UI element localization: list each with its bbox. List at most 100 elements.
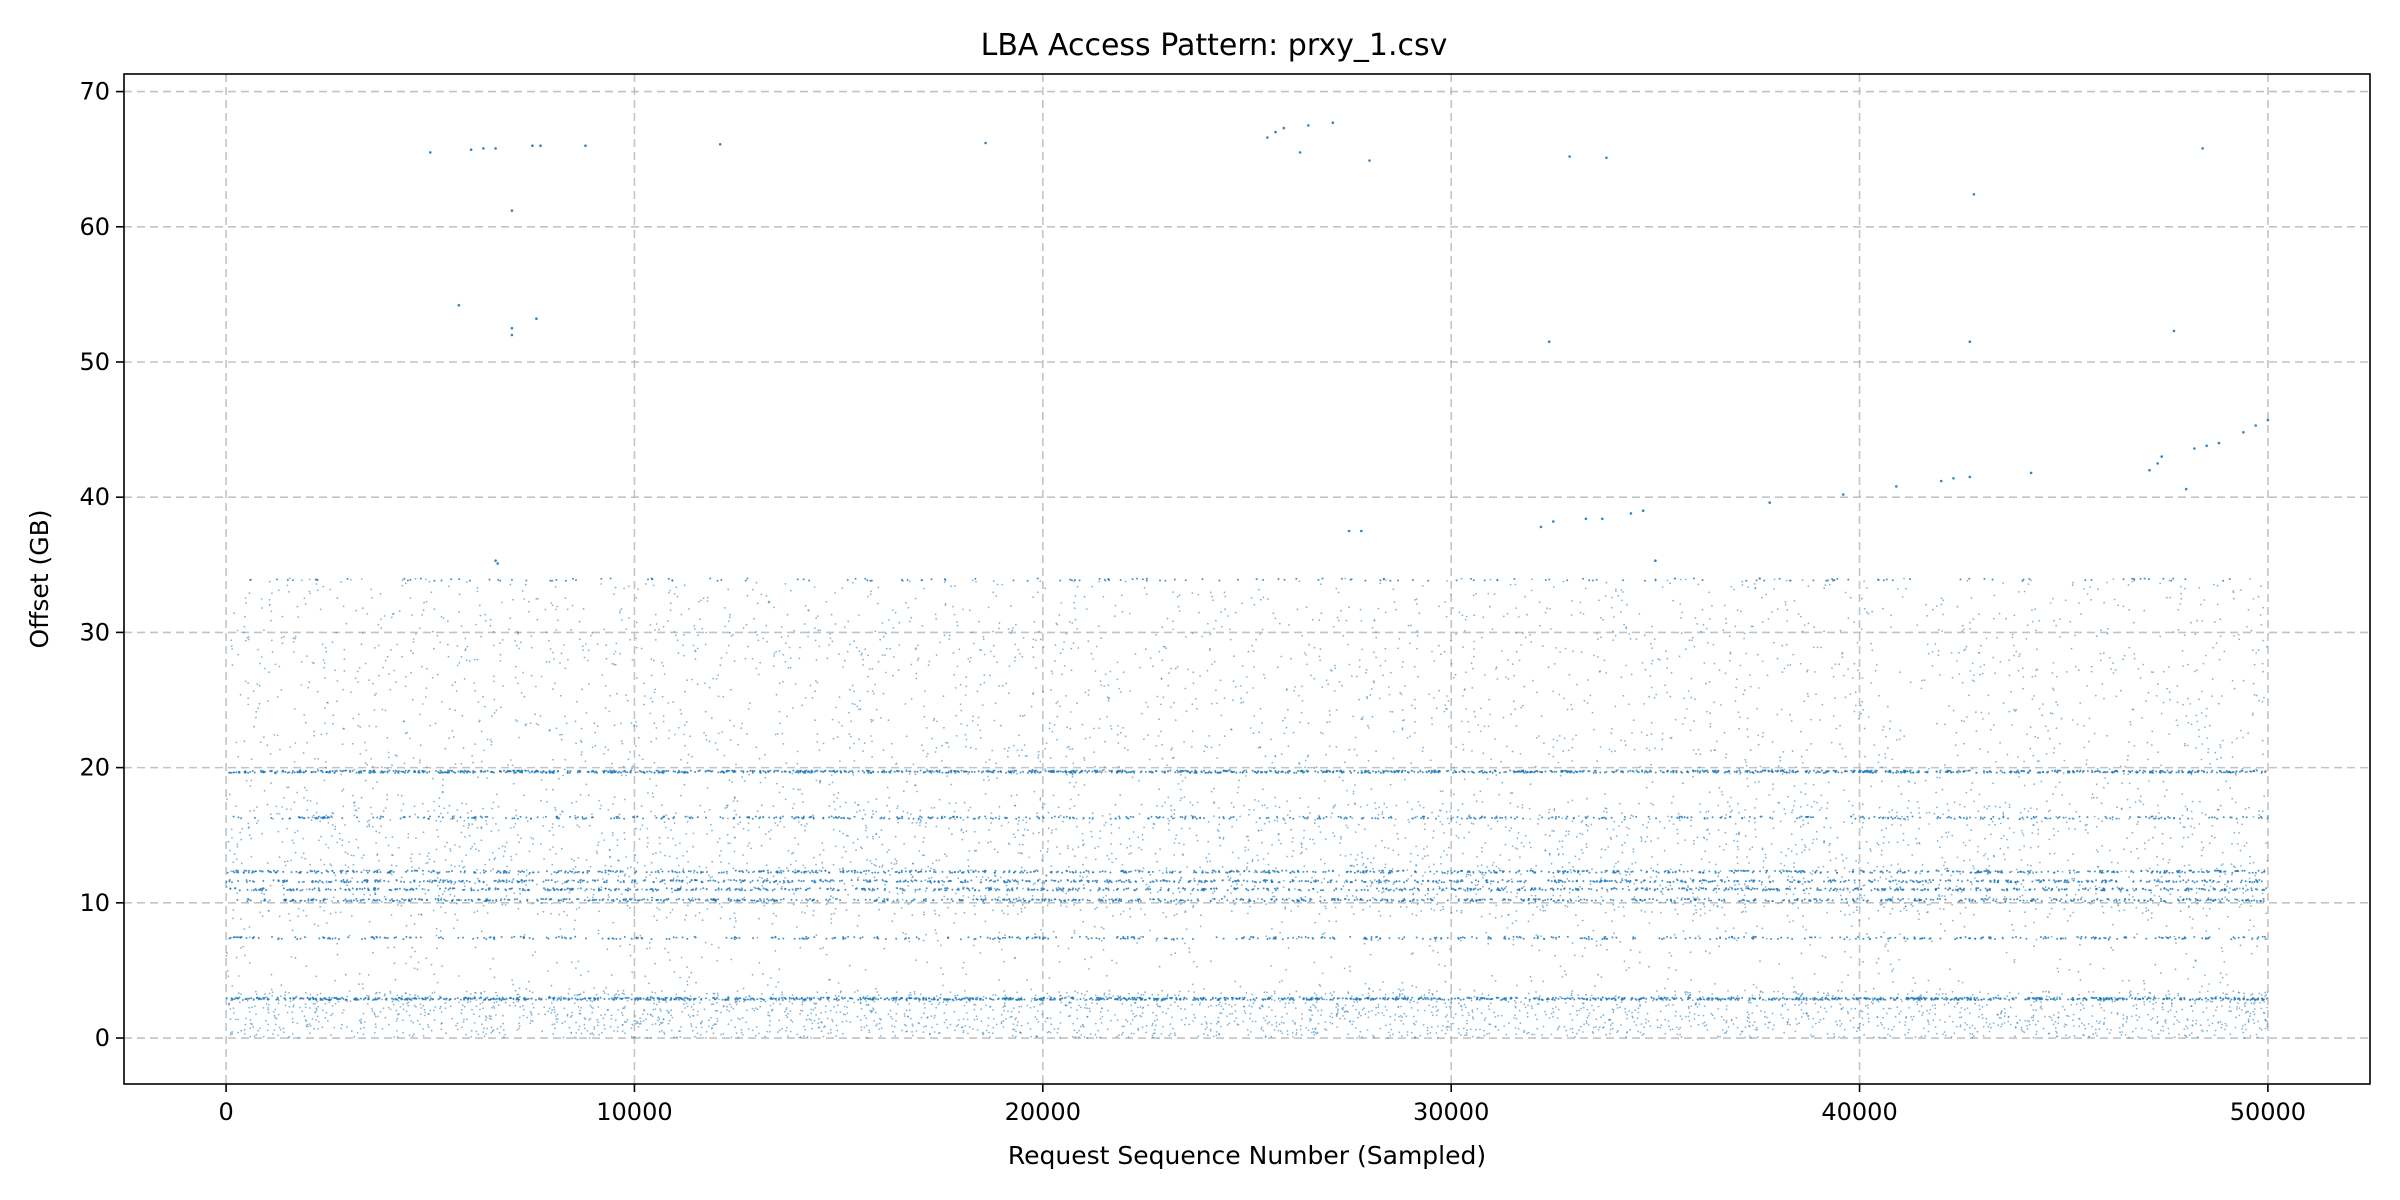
data-point bbox=[623, 832, 626, 834]
data-point bbox=[1392, 883, 1395, 886]
data-point bbox=[234, 1018, 237, 1021]
data-point bbox=[600, 886, 603, 888]
data-point bbox=[1709, 909, 1711, 912]
data-point bbox=[1559, 965, 1562, 968]
data-point bbox=[422, 1004, 425, 1007]
data-point bbox=[1215, 1034, 1218, 1037]
data-point bbox=[558, 913, 561, 916]
data-point bbox=[2075, 1003, 2078, 1006]
data-point bbox=[272, 1010, 275, 1013]
data-point bbox=[1531, 1033, 1534, 1036]
data-point bbox=[576, 994, 578, 997]
data-point bbox=[434, 1006, 437, 1008]
data-point bbox=[274, 1008, 277, 1011]
data-point bbox=[1805, 928, 1807, 931]
data-point bbox=[1263, 991, 1266, 994]
data-point bbox=[1723, 914, 1726, 916]
data-point bbox=[1094, 994, 1097, 997]
data-point bbox=[1916, 1001, 1918, 1003]
data-point bbox=[1193, 877, 1195, 880]
data-point bbox=[1537, 935, 1539, 937]
data-point bbox=[1246, 866, 1248, 869]
data-point bbox=[491, 1006, 493, 1009]
data-point bbox=[1680, 1036, 1683, 1038]
data-point bbox=[1849, 891, 1851, 894]
data-point bbox=[235, 805, 238, 807]
data-point bbox=[1521, 806, 1524, 809]
data-point bbox=[1841, 876, 1843, 878]
data-point bbox=[897, 1003, 899, 1006]
data-point bbox=[1424, 894, 1427, 896]
data-point bbox=[843, 1005, 846, 1008]
data-point bbox=[1528, 1000, 1531, 1003]
data-point bbox=[1132, 1032, 1135, 1035]
data-point bbox=[1197, 1035, 1200, 1038]
data-point bbox=[1979, 991, 1981, 993]
data-point bbox=[1264, 1019, 1267, 1022]
data-point bbox=[1763, 1011, 1766, 1013]
data-point bbox=[838, 868, 841, 871]
data-point bbox=[2266, 1006, 2269, 1009]
data-point bbox=[1687, 1015, 1690, 1018]
data-point bbox=[858, 914, 860, 917]
data-point bbox=[1437, 1009, 1440, 1011]
data-point bbox=[751, 973, 754, 976]
data-point bbox=[610, 1018, 613, 1020]
data-point bbox=[741, 1034, 744, 1036]
data-point bbox=[1313, 992, 1316, 995]
data-point bbox=[603, 992, 606, 995]
data-point bbox=[709, 876, 712, 879]
data-point bbox=[1516, 892, 1519, 894]
data-point bbox=[758, 917, 760, 920]
data-point bbox=[2011, 923, 2013, 926]
data-point bbox=[1531, 944, 1533, 947]
data-point bbox=[2126, 1017, 2129, 1020]
data-point bbox=[1398, 995, 1401, 998]
data-point bbox=[805, 1018, 808, 1021]
data-point bbox=[1100, 939, 1103, 942]
data-point bbox=[825, 903, 828, 906]
data-point bbox=[304, 991, 307, 994]
data-point bbox=[1621, 821, 1623, 824]
data-point bbox=[1976, 1030, 1979, 1033]
data-point bbox=[720, 1011, 722, 1014]
data-point bbox=[331, 823, 334, 826]
data-point bbox=[994, 994, 997, 997]
data-point bbox=[1169, 1023, 1172, 1025]
data-point bbox=[1435, 1005, 1437, 1008]
data-point bbox=[654, 815, 656, 817]
data-point bbox=[1270, 965, 1273, 967]
data-point bbox=[504, 1033, 506, 1036]
data-point bbox=[639, 828, 642, 831]
data-point bbox=[884, 883, 886, 886]
data-point bbox=[2184, 1035, 2187, 1037]
data-point bbox=[257, 819, 260, 822]
data-point bbox=[628, 906, 631, 909]
data-point bbox=[875, 864, 877, 867]
data-point bbox=[634, 1036, 636, 1039]
data-point bbox=[1140, 877, 1143, 879]
data-point bbox=[1332, 806, 1335, 809]
data-point bbox=[1744, 1026, 1747, 1029]
data-point bbox=[362, 1012, 365, 1015]
data-point bbox=[1519, 1022, 1522, 1025]
data-point bbox=[286, 860, 289, 863]
data-point bbox=[856, 989, 859, 992]
data-point bbox=[995, 1023, 998, 1026]
data-point bbox=[1350, 995, 1353, 998]
data-point bbox=[1962, 841, 1965, 844]
data-point bbox=[1435, 1010, 1438, 1012]
data-point bbox=[426, 861, 429, 864]
data-point bbox=[439, 1005, 442, 1008]
data-point bbox=[1755, 1004, 1758, 1007]
data-point bbox=[1049, 1031, 1052, 1034]
data-point bbox=[1916, 910, 1919, 912]
data-point bbox=[1590, 994, 1593, 997]
data-point bbox=[2243, 845, 2246, 847]
data-point bbox=[1846, 1010, 1849, 1013]
data-point bbox=[933, 909, 936, 912]
data-point bbox=[1877, 879, 1880, 882]
data-point bbox=[477, 1033, 480, 1036]
data-point bbox=[378, 991, 381, 994]
data-point bbox=[269, 813, 272, 816]
